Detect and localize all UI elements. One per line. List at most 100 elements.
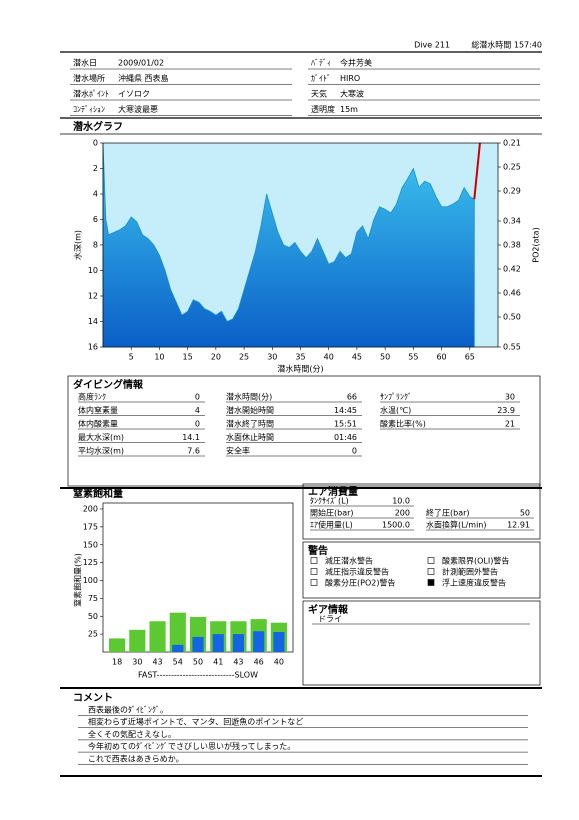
y2-tick-label: 0.42 [503, 265, 521, 274]
y2-tick-label: 0.50 [503, 313, 521, 322]
air-label: 終了圧(bar) [426, 508, 470, 518]
x-tick-label: 10 [154, 353, 164, 362]
info-label: 高度ﾗﾝｸ [78, 392, 106, 402]
x-tick-label: 43 [152, 658, 162, 667]
x-tick-label: 25 [239, 353, 249, 362]
y-tick-label: 4 [93, 190, 98, 199]
y2-tick-label: 0.29 [503, 187, 521, 196]
bar [232, 634, 245, 652]
info-value: 15m [340, 105, 358, 114]
y2-tick-label: 0.34 [503, 217, 521, 226]
y-tick-label: 175 [83, 522, 98, 531]
y-tick-label: 2 [93, 164, 98, 173]
x-tick-label: 35 [295, 353, 305, 362]
section-title: 警告 [307, 544, 328, 557]
gear-box [302, 600, 541, 686]
x-tick-label: 46 [254, 658, 264, 667]
info-value: 0 [195, 420, 200, 429]
air-label: ﾀﾝｸｻｲｽﾞ(L) [310, 497, 349, 506]
checkbox [427, 568, 435, 575]
y-tick-label: 14 [88, 317, 98, 326]
checkbox [310, 568, 318, 575]
y2-tick-label: 0.25 [503, 163, 521, 172]
warning-label: 減圧潜水警告 [325, 556, 373, 566]
air-value: 50 [520, 509, 530, 518]
x-tick-label: 30 [132, 658, 142, 667]
section-title: コメント [73, 692, 113, 704]
x-tick-label: 45 [352, 353, 362, 362]
y-tick-label: 150 [83, 540, 98, 549]
bar [192, 636, 204, 652]
y-tick-label: 75 [88, 594, 98, 603]
x-tick-label: 40 [274, 658, 284, 667]
ascent-line [473, 142, 481, 200]
info-label: 平均水深(m) [78, 446, 124, 456]
x-tick-label: 54 [173, 658, 183, 667]
bar [172, 644, 184, 652]
gear-item: ドライ [318, 615, 342, 624]
air-value: 200 [395, 509, 410, 518]
bar [149, 621, 166, 652]
info-label: ﾊﾞﾃﾞｨ [311, 59, 331, 68]
x-tick-label: 15 [183, 353, 193, 362]
x-axis-label: FAST---------------------------SLOW [138, 671, 258, 680]
y2-tick-label: 0.46 [503, 289, 521, 298]
warning-label: 計測範囲外警告 [442, 567, 498, 577]
info-value: 大寒波最悪 [118, 104, 158, 114]
comment-line: これで西表はあきらめか。 [88, 753, 184, 763]
checkbox [310, 557, 318, 564]
comment-line: 全くその気配さえなし。 [88, 729, 176, 739]
air-box [302, 483, 541, 540]
x-tick-label: 65 [465, 353, 475, 362]
checkbox [310, 579, 318, 586]
info-value: 今井芳美 [340, 58, 372, 68]
info-label: ｻﾝﾌﾟﾘﾝｸﾞ [380, 393, 412, 402]
info-value: 30 [505, 393, 515, 402]
y-tick-label: 0 [93, 139, 98, 148]
x-tick-label: 30 [267, 353, 277, 362]
warning-label: 酸素限界(OLI)警告 [442, 556, 509, 566]
info-label: 酸素比率(%) [380, 419, 426, 429]
bar [169, 612, 186, 652]
y2-axis-label: PO2(ata) [532, 227, 541, 262]
depth-area [102, 142, 475, 348]
y-tick-label: 200 [83, 505, 98, 514]
info-value: 14:45 [334, 406, 357, 415]
info-value: 沖縄県 西表島 [118, 73, 169, 83]
section-title: ダイビング情報 [73, 378, 144, 391]
info-label: 潜水ﾎﾟｲﾝﾄ [73, 89, 109, 99]
x-tick-label: 50 [193, 658, 203, 667]
info-value: イソロク [118, 90, 150, 99]
air-value: 12.91 [507, 521, 530, 530]
y2-tick-label: 0.55 [503, 343, 521, 352]
info-label: 潜水場所 [73, 73, 105, 83]
comment-line: 今年初めてのﾀﾞｲﾋﾞﾝｸﾞでさびしい思いが残ってしまった。 [88, 741, 295, 751]
x-tick-label: 5 [129, 353, 134, 362]
info-label: 水面休止時間 [226, 432, 274, 442]
total-time: 総潜水時間 157:40 [471, 40, 542, 50]
x-tick-label: 60 [436, 353, 446, 362]
info-value: 7.6 [187, 447, 200, 456]
info-label: 潜水時間(分) [226, 392, 272, 402]
dive-info-box [67, 375, 541, 487]
air-label: ｴｱ使用量(L) [310, 520, 353, 530]
checkbox [427, 557, 435, 564]
air-value: 10.0 [392, 497, 410, 506]
y-tick-label: 12 [88, 292, 98, 301]
info-label: 体内酸素量 [78, 419, 118, 429]
info-label: 最大水深(m) [78, 432, 124, 442]
info-label: ｺﾝﾃﾞｨｼｮﾝ [73, 105, 105, 114]
y-axis-label: 窒素飽和量(%) [73, 553, 83, 607]
info-label: 体内窒素量 [78, 405, 118, 415]
checkbox [427, 579, 435, 586]
x-tick-label: 55 [408, 353, 418, 362]
warning-label: 減圧指示違反警告 [325, 567, 389, 577]
info-value: 0 [352, 447, 357, 456]
y-tick-label: 125 [83, 558, 98, 567]
info-label: 潜水終了時間 [226, 419, 274, 429]
chart-title: 窒素飽和量 [73, 487, 123, 500]
info-value: 15:51 [334, 420, 357, 429]
air-label: 開始圧(bar) [310, 508, 354, 518]
info-value: 0 [195, 393, 200, 402]
